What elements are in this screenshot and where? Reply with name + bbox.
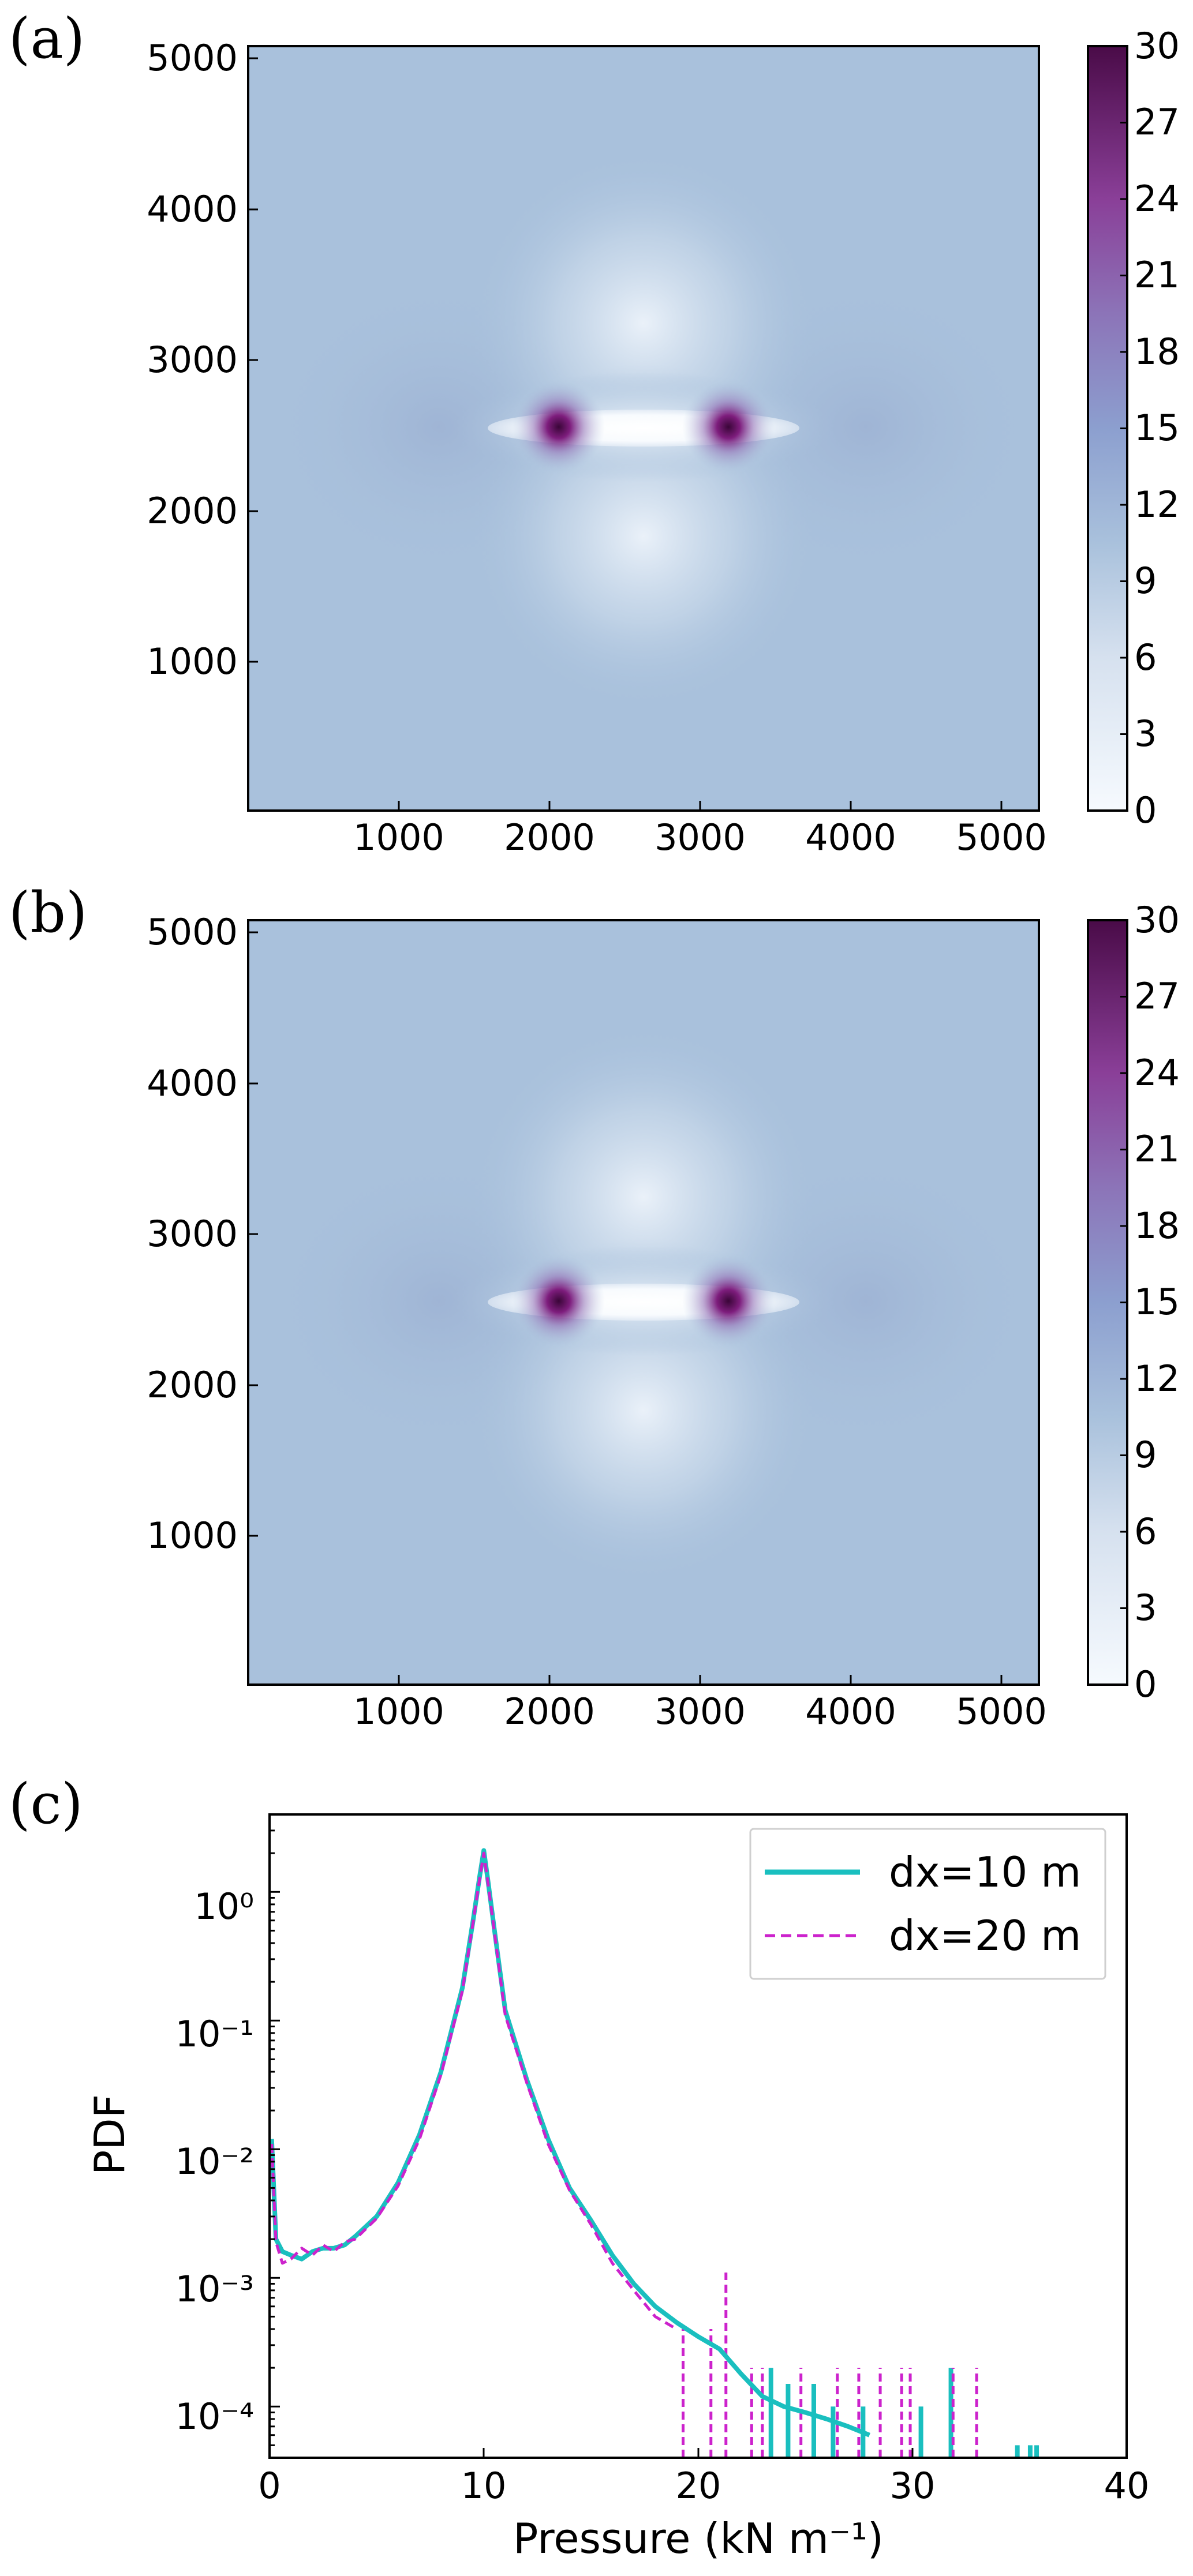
colorbar-tick-label: 21 — [1134, 254, 1180, 296]
y-axis-b: 1000 2000 3000 4000 5000 — [147, 911, 258, 1557]
x-axis-label: Pressure (kN m⁻¹) — [513, 2514, 884, 2563]
colorbar-tick-label: 6 — [1134, 1510, 1157, 1553]
colorbar-tick-label: 27 — [1134, 975, 1180, 1017]
colorbar-tick-label: 30 — [1134, 899, 1180, 941]
colorbar-tick-label: 15 — [1134, 407, 1180, 449]
colorbar-a: 0 3 6 9 12 15 18 21 24 27 30 — [1087, 25, 1180, 831]
x-tick-label: 4000 — [805, 1690, 896, 1733]
y-tick-label: 2000 — [147, 1364, 238, 1406]
x-axis-a: 1000 2000 3000 4000 5000 — [353, 801, 1047, 858]
colorbar-tick-label: 0 — [1134, 1663, 1157, 1705]
colorbar-tick-label: 18 — [1134, 331, 1180, 373]
colorbar-tick-label: 3 — [1134, 713, 1157, 755]
x-tick-label: 1000 — [353, 816, 444, 858]
colorbar-tick-label: 9 — [1134, 560, 1157, 602]
x-tick-label: 5000 — [956, 1690, 1047, 1733]
panel-c: (c) 0 10 20 30 40 Pressure (kN m⁻¹) 10⁰ … — [9, 1772, 1149, 2563]
heatmap-b — [248, 920, 1039, 1685]
y-tick-label: 10⁻³ — [175, 2268, 254, 2310]
legend: dx=10 m dx=20 m — [749, 1828, 1106, 1980]
y-tick-label: 1000 — [147, 640, 238, 683]
colorbar-tick-label: 15 — [1134, 1281, 1180, 1323]
y-tick-label: 10⁰ — [194, 1885, 254, 1928]
x-tick-label: 3000 — [655, 1690, 746, 1733]
panel-b: (b) 1000 2000 3000 4000 5000 — [9, 880, 1180, 1733]
x-tick-label: 10 — [461, 2465, 507, 2507]
x-tick-label: 5000 — [956, 816, 1047, 858]
y-tick-label: 5000 — [147, 911, 238, 953]
y-tick-label: 10⁻² — [175, 2140, 254, 2183]
colorbar-b: 0 3 6 9 12 15 18 21 24 27 30 — [1087, 899, 1180, 1705]
x-tick-label: 30 — [890, 2465, 936, 2507]
legend-label-dx20: dx=20 m — [889, 1911, 1081, 1960]
y-axis-c: 10⁰ 10⁻¹ 10⁻² 10⁻³ 10⁻⁴ PDF — [85, 1813, 280, 2459]
x-tick-label: 40 — [1104, 2465, 1150, 2507]
colorbar-tick-label: 0 — [1134, 789, 1157, 831]
x-tick-label: 20 — [676, 2465, 721, 2507]
x-axis-c: 0 10 20 30 40 Pressure (kN m⁻¹) — [258, 2448, 1149, 2563]
y-tick-label: 3000 — [147, 1213, 238, 1255]
y-tick-label: 10⁻¹ — [175, 2013, 254, 2055]
y-tick-label: 5000 — [147, 37, 238, 79]
y-tick-label: 10⁻⁴ — [175, 2395, 254, 2438]
colorbar-tick-label: 24 — [1134, 178, 1180, 220]
x-axis-b: 1000 2000 3000 4000 5000 — [353, 1675, 1047, 1733]
colorbar-tick-label: 21 — [1134, 1128, 1180, 1170]
x-tick-label: 4000 — [805, 816, 896, 858]
heatmap-b-frame — [247, 919, 1040, 1686]
panel-b-label: (b) — [9, 880, 87, 945]
heatmap-a-frame — [247, 45, 1040, 812]
series-dx20-line — [270, 1851, 678, 2331]
y-tick-label: 1000 — [147, 1514, 238, 1557]
y-tick-label: 4000 — [147, 1062, 238, 1104]
legend-label-dx10: dx=10 m — [889, 1848, 1081, 1896]
x-tick-label: 3000 — [655, 816, 746, 858]
colorbar-tick-label: 6 — [1134, 636, 1157, 678]
y-tick-label: 3000 — [147, 339, 238, 381]
panel-a: (a) 1000 2000 3000 4000 5000 — [9, 6, 1180, 858]
colorbar-tick-label: 18 — [1134, 1205, 1180, 1247]
colorbar-tick-label: 30 — [1134, 25, 1180, 67]
panel-a-label: (a) — [9, 6, 85, 71]
panel-c-label: (c) — [9, 1772, 83, 1836]
colorbar-tick-label: 27 — [1134, 101, 1180, 143]
x-tick-label: 1000 — [353, 1690, 444, 1733]
x-tick-label: 2000 — [504, 816, 595, 858]
y-tick-label: 4000 — [147, 188, 238, 230]
colorbar-tick-label: 12 — [1134, 1358, 1180, 1400]
y-tick-label: 2000 — [147, 490, 238, 532]
colorbar-tick-label: 3 — [1134, 1587, 1157, 1629]
y-axis-a: 1000 2000 3000 4000 5000 — [147, 37, 258, 683]
colorbar-tick-label: 12 — [1134, 483, 1180, 526]
pdf-plot — [269, 1848, 1039, 2458]
heatmap-a — [248, 46, 1039, 811]
x-tick-label: 0 — [258, 2465, 281, 2507]
colorbar-tick-label: 24 — [1134, 1052, 1180, 1094]
y-axis-label: PDF — [85, 2094, 134, 2175]
colorbar-tick-label: 9 — [1134, 1434, 1157, 1476]
x-tick-label: 2000 — [504, 1690, 595, 1733]
